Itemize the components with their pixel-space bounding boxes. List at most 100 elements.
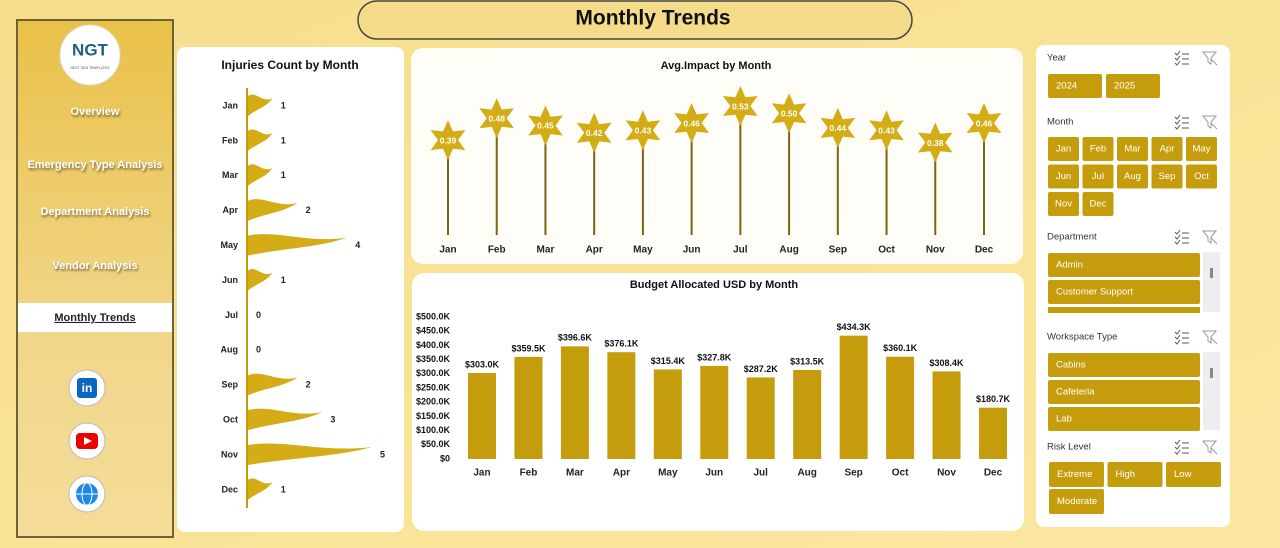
multi-select-icon[interactable]	[1174, 114, 1189, 130]
logo-subtext: NEXT GEN TEMPLATES	[70, 66, 110, 70]
slicer-label: Cafeteria	[1056, 387, 1095, 398]
data-label: 5	[380, 449, 385, 459]
slicer-button[interactable]	[1048, 280, 1200, 304]
y-tick-label: Sep	[221, 380, 238, 390]
slicer-title: Risk Level	[1047, 442, 1091, 453]
slicer-button[interactable]	[1048, 192, 1079, 216]
slicer-button[interactable]	[1048, 137, 1079, 161]
slicer-button[interactable]	[1107, 462, 1163, 487]
data-label: $308.4K	[930, 358, 965, 368]
social-youtube[interactable]	[68, 422, 106, 460]
clear-filter-icon[interactable]	[1201, 230, 1218, 245]
nav-item[interactable]: Vendor Analysis	[52, 260, 137, 272]
nav-item[interactable]: Overview	[71, 106, 120, 118]
multi-select-icon[interactable]	[1174, 50, 1189, 66]
slicer-button[interactable]	[1082, 164, 1114, 189]
clear-filter-icon[interactable]	[1201, 51, 1218, 66]
multi-select-icon[interactable]	[1174, 329, 1189, 345]
x-tick-label: Jan	[473, 468, 490, 479]
data-label: $287.2K	[744, 364, 779, 374]
slicer-label: 2024	[1056, 81, 1077, 92]
x-tick-label: Jul	[733, 245, 748, 256]
slicer-button[interactable]	[1048, 380, 1200, 404]
data-label: 0.46	[683, 118, 700, 128]
data-label: $327.8K	[697, 352, 732, 362]
slicer-button[interactable]	[1048, 253, 1200, 277]
slicer-button[interactable]	[1048, 74, 1102, 98]
flag-bar	[248, 268, 273, 291]
data-label: $303.0K	[465, 359, 500, 369]
bar	[932, 371, 961, 459]
star-marker	[723, 86, 758, 126]
flag-bar	[248, 478, 273, 500]
y-tick-label: Feb	[222, 135, 239, 145]
clear-filter-icon[interactable]	[1201, 330, 1218, 345]
nav-item[interactable]: Monthly Trends	[54, 312, 135, 324]
slicer-button[interactable]	[1082, 192, 1114, 216]
slicer-button[interactable]	[1048, 407, 1200, 431]
slicer-button[interactable]	[1186, 137, 1217, 161]
slicer-title: Department	[1047, 232, 1097, 243]
scrollbar	[1203, 352, 1220, 430]
data-label: 1	[281, 100, 286, 110]
data-label: 4	[355, 240, 360, 250]
data-label: $313.5K	[790, 356, 825, 366]
star-marker	[479, 98, 514, 139]
multi-select-icon[interactable]	[1174, 229, 1189, 245]
slicer-button[interactable]	[1186, 164, 1217, 189]
scrollbar	[1203, 252, 1220, 312]
slicer-button[interactable]	[1166, 462, 1221, 487]
slicer-button[interactable]	[1117, 137, 1148, 161]
x-tick-label: May	[658, 468, 678, 479]
slicer-button[interactable]	[1117, 164, 1148, 189]
y-tick-label: $300.0K	[416, 368, 451, 378]
clear-filter-icon[interactable]	[1201, 440, 1218, 455]
logo-text: NGT	[72, 40, 109, 59]
slicer-button[interactable]	[1048, 164, 1079, 189]
star-marker	[674, 103, 709, 143]
slicer-button[interactable]	[1049, 489, 1104, 514]
x-tick-label: Mar	[566, 468, 584, 479]
flag-bar	[248, 443, 372, 465]
flag-bar	[248, 164, 273, 186]
y-tick-label: Apr	[223, 205, 239, 215]
slicer-title: Year	[1047, 53, 1066, 64]
title-pill	[357, 0, 913, 40]
y-tick-label: May	[220, 240, 238, 250]
nav-item[interactable]: Department Analysis	[40, 206, 149, 218]
data-label: 0.38	[927, 138, 944, 148]
bar	[468, 372, 496, 459]
bar	[700, 365, 729, 459]
svg-text:in: in	[82, 381, 93, 395]
data-label: $376.1K	[604, 339, 639, 349]
scroll-thumb[interactable]	[1210, 268, 1213, 278]
flag-bar	[248, 94, 273, 116]
slicer-button[interactable]	[1048, 307, 1200, 313]
slicer-button[interactable]	[1049, 462, 1104, 487]
y-tick-label: Aug	[221, 345, 239, 355]
data-label: 0.44	[830, 123, 847, 133]
social-web[interactable]	[68, 475, 106, 513]
slicer-button[interactable]	[1151, 164, 1183, 189]
slicer-button[interactable]	[1082, 137, 1114, 161]
data-label: 0.43	[635, 126, 652, 136]
slicer-label: Jun	[1056, 171, 1071, 182]
star-marker	[820, 107, 856, 148]
page-title: Monthly Trends	[575, 7, 730, 30]
x-tick-label: Sep	[844, 468, 862, 479]
clear-filter-icon[interactable]	[1201, 115, 1218, 130]
nav-item[interactable]: Emergency Type Analysis	[27, 159, 162, 171]
slicer-button[interactable]	[1151, 137, 1183, 161]
slicer-label: Cabins	[1056, 360, 1086, 371]
bar	[746, 377, 775, 459]
flag-bar	[248, 199, 298, 221]
social-linkedin[interactable]: in	[68, 369, 106, 407]
scroll-thumb[interactable]	[1210, 368, 1213, 378]
multi-select-icon[interactable]	[1174, 439, 1189, 455]
slicer-label: Aug	[1124, 171, 1141, 182]
slicer-label: Nov	[1055, 199, 1072, 210]
data-label: 3	[330, 414, 335, 424]
slicer-button[interactable]	[1106, 74, 1160, 98]
slicer-button[interactable]	[1048, 353, 1200, 377]
